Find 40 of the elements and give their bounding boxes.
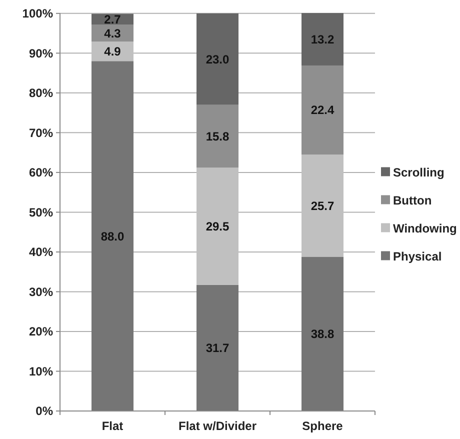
data-label: 23.0 xyxy=(206,52,230,66)
y-tick-label: 30% xyxy=(28,284,54,299)
data-label: 22.4 xyxy=(310,103,334,118)
legend-label: Scrolling xyxy=(393,165,444,180)
bar xyxy=(196,104,238,168)
data-label: 38.8 xyxy=(310,327,334,342)
data-label: 2.7 xyxy=(104,12,122,26)
y-tick-label: 80% xyxy=(28,86,54,100)
y-tick-label: 70% xyxy=(28,126,54,140)
data-label: 31.7 xyxy=(206,341,230,356)
data-label: 88.0 xyxy=(100,229,124,244)
data-label: 25.7 xyxy=(310,198,334,213)
y-tick-label: 50% xyxy=(28,205,54,220)
x-tick-label: Sphere xyxy=(302,419,344,433)
y-tick-label: 90% xyxy=(28,46,54,60)
y-tick-label: 20% xyxy=(28,324,54,339)
data-label: 13.2 xyxy=(310,32,334,46)
y-tick-label: 40% xyxy=(28,245,54,260)
bar xyxy=(302,13,344,66)
data-label: 15.8 xyxy=(206,129,230,144)
legend-label: Physical xyxy=(393,249,442,264)
bar xyxy=(302,65,344,155)
bar xyxy=(196,284,238,411)
data-label: 4.3 xyxy=(104,26,122,40)
x-tick-label: Flat w/Divider xyxy=(178,419,257,433)
y-tick-label: 100% xyxy=(22,6,54,21)
y-tick-label: 60% xyxy=(28,166,54,180)
y-tick-label: 0% xyxy=(36,404,54,418)
bar xyxy=(92,42,134,62)
y-tick-label: 10% xyxy=(28,364,54,378)
bar xyxy=(196,13,238,105)
bar xyxy=(302,256,344,411)
bar xyxy=(196,168,238,285)
x-tick-label: Flat xyxy=(102,419,124,433)
data-label: 29.5 xyxy=(206,220,230,234)
legend-label: Button xyxy=(393,193,432,208)
bar xyxy=(302,154,344,257)
bar xyxy=(92,61,134,411)
data-label: 4.9 xyxy=(104,44,122,59)
legend-label: Windowing xyxy=(393,221,457,236)
